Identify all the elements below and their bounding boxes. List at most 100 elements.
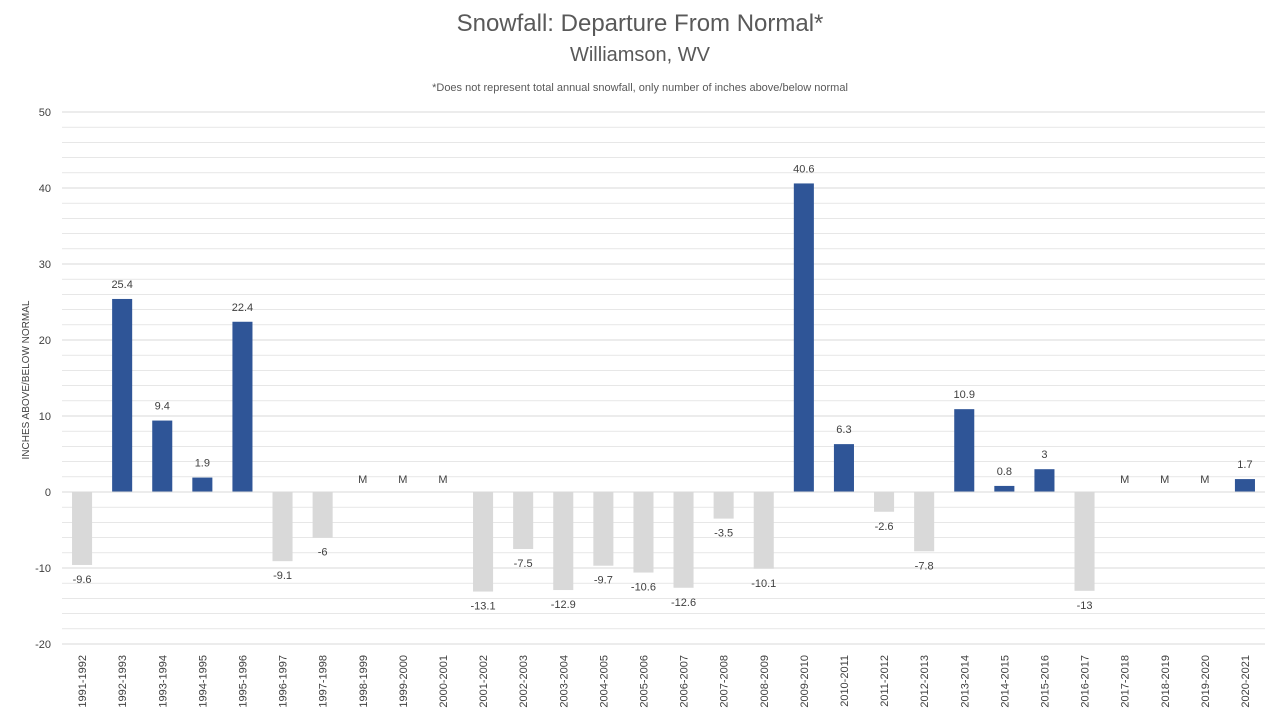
x-tick-label: 2014-2015	[999, 655, 1011, 708]
bar	[112, 298, 133, 492]
data-label: M	[1120, 474, 1129, 486]
data-label: 3	[1041, 449, 1047, 461]
x-axis-ticks: 1991-1992 1992-1993 1993-1994 1994-1995 1995…	[77, 655, 1252, 708]
x-tick-label: 2020-2021	[1240, 655, 1252, 708]
x-tick-label: 2000-2001	[438, 655, 450, 708]
data-label: -3.5	[714, 528, 733, 540]
y-tick-label: 20	[39, 335, 51, 347]
bar	[473, 492, 494, 592]
bar	[673, 492, 694, 588]
y-tick-label: 0	[45, 487, 51, 499]
x-tick-label: 1991-1992	[77, 655, 89, 708]
x-tick-label: 2004-2005	[598, 655, 610, 708]
x-tick-label: 2013-2014	[959, 655, 971, 708]
data-label: 1.7	[1237, 459, 1252, 471]
x-tick-label: 2018-2019	[1160, 655, 1172, 708]
data-label: 22.4	[232, 302, 253, 314]
x-tick-label: 1996-1997	[278, 655, 290, 708]
data-label: 25.4	[111, 279, 132, 291]
y-tick-label: 10	[39, 411, 51, 423]
bar	[593, 492, 614, 566]
bar	[713, 492, 734, 519]
data-label: -13	[1077, 600, 1093, 612]
x-tick-label: 1997-1998	[318, 655, 330, 708]
y-axis-title: INCHES ABOVE/BELOW NORMAL	[21, 300, 32, 459]
bar	[874, 492, 895, 512]
data-label: -7.5	[514, 558, 533, 570]
bar	[994, 485, 1015, 492]
x-tick-label: 2010-2011	[839, 655, 851, 707]
data-label: -12.6	[671, 597, 696, 609]
bar	[954, 409, 975, 492]
data-label: 40.6	[793, 163, 814, 175]
x-tick-label: 2005-2006	[638, 655, 650, 708]
y-tick-label: -10	[35, 563, 51, 575]
x-tick-label: 2016-2017	[1080, 655, 1092, 708]
x-tick-label: 1998-1999	[358, 655, 370, 708]
bar	[793, 183, 814, 492]
data-label: -10.6	[631, 582, 656, 594]
bar	[192, 477, 213, 492]
bar	[272, 492, 293, 562]
data-label: M	[358, 474, 367, 486]
bar	[833, 444, 854, 492]
data-label: M	[1200, 474, 1209, 486]
x-tick-label: 2015-2016	[1039, 655, 1051, 708]
x-tick-label: 2008-2009	[759, 655, 771, 708]
data-label: -9.6	[73, 574, 92, 586]
bar	[633, 492, 654, 573]
bar	[152, 420, 173, 492]
bars	[72, 183, 1255, 592]
data-label: -2.6	[875, 521, 894, 533]
chart-title: Snowfall: Departure From Normal*	[456, 10, 824, 37]
x-tick-label: 2002-2003	[518, 655, 530, 708]
bar	[553, 492, 574, 591]
bar	[753, 492, 774, 569]
data-label: M	[1160, 474, 1169, 486]
data-label: -6	[318, 547, 328, 559]
bar	[312, 492, 333, 538]
x-tick-label: 2006-2007	[679, 655, 691, 708]
bar	[72, 492, 93, 565]
x-tick-label: 1992-1993	[117, 655, 129, 708]
gridlines	[62, 111, 1265, 645]
data-label: -13.1	[471, 601, 496, 613]
data-label: -7.8	[915, 560, 934, 572]
x-tick-label: 2017-2018	[1120, 655, 1132, 708]
data-label: M	[398, 474, 407, 486]
bar	[914, 492, 935, 552]
chart-subtitle: Williamson, WV	[569, 44, 710, 66]
x-tick-label: 1994-1995	[197, 655, 209, 708]
bar	[513, 492, 534, 549]
bar	[1234, 479, 1255, 492]
x-tick-label: 2001-2002	[478, 655, 490, 708]
x-tick-label: 2007-2008	[719, 655, 731, 708]
data-label: -12.9	[551, 599, 576, 611]
y-tick-label: 50	[39, 107, 51, 119]
y-tick-label: 30	[39, 259, 51, 271]
x-tick-label: 1999-2000	[398, 655, 410, 708]
bar	[232, 321, 253, 492]
x-tick-label: 2012-2013	[919, 655, 931, 708]
bar	[1034, 469, 1055, 492]
data-label: -10.1	[751, 578, 776, 590]
y-tick-label: 40	[39, 183, 51, 195]
x-tick-label: 1995-1996	[237, 655, 249, 708]
x-tick-label: 2009-2010	[799, 655, 811, 708]
x-tick-label: 2003-2004	[558, 655, 570, 708]
data-label: 9.4	[155, 401, 170, 413]
y-axis-ticks: -20 -10 0 10 20 30 40 50	[35, 107, 51, 651]
data-labels: -9.6 25.4 9.4 1.9 22.4 -9.1 -6 M M M -13.1 -7.5 -12.…	[73, 163, 1253, 612]
bar	[1074, 492, 1095, 591]
data-label: 10.9	[954, 389, 975, 401]
chart-footnote: *Does not represent total annual snowfal…	[432, 82, 848, 94]
data-label: -9.7	[594, 575, 613, 587]
x-tick-label: 2019-2020	[1200, 655, 1212, 708]
data-label: 0.8	[997, 466, 1012, 478]
data-label: 6.3	[836, 424, 851, 436]
y-tick-label: -20	[35, 639, 51, 651]
data-label: M	[438, 474, 447, 486]
data-label: -9.1	[273, 570, 292, 582]
x-tick-label: 2011-2012	[879, 655, 891, 707]
